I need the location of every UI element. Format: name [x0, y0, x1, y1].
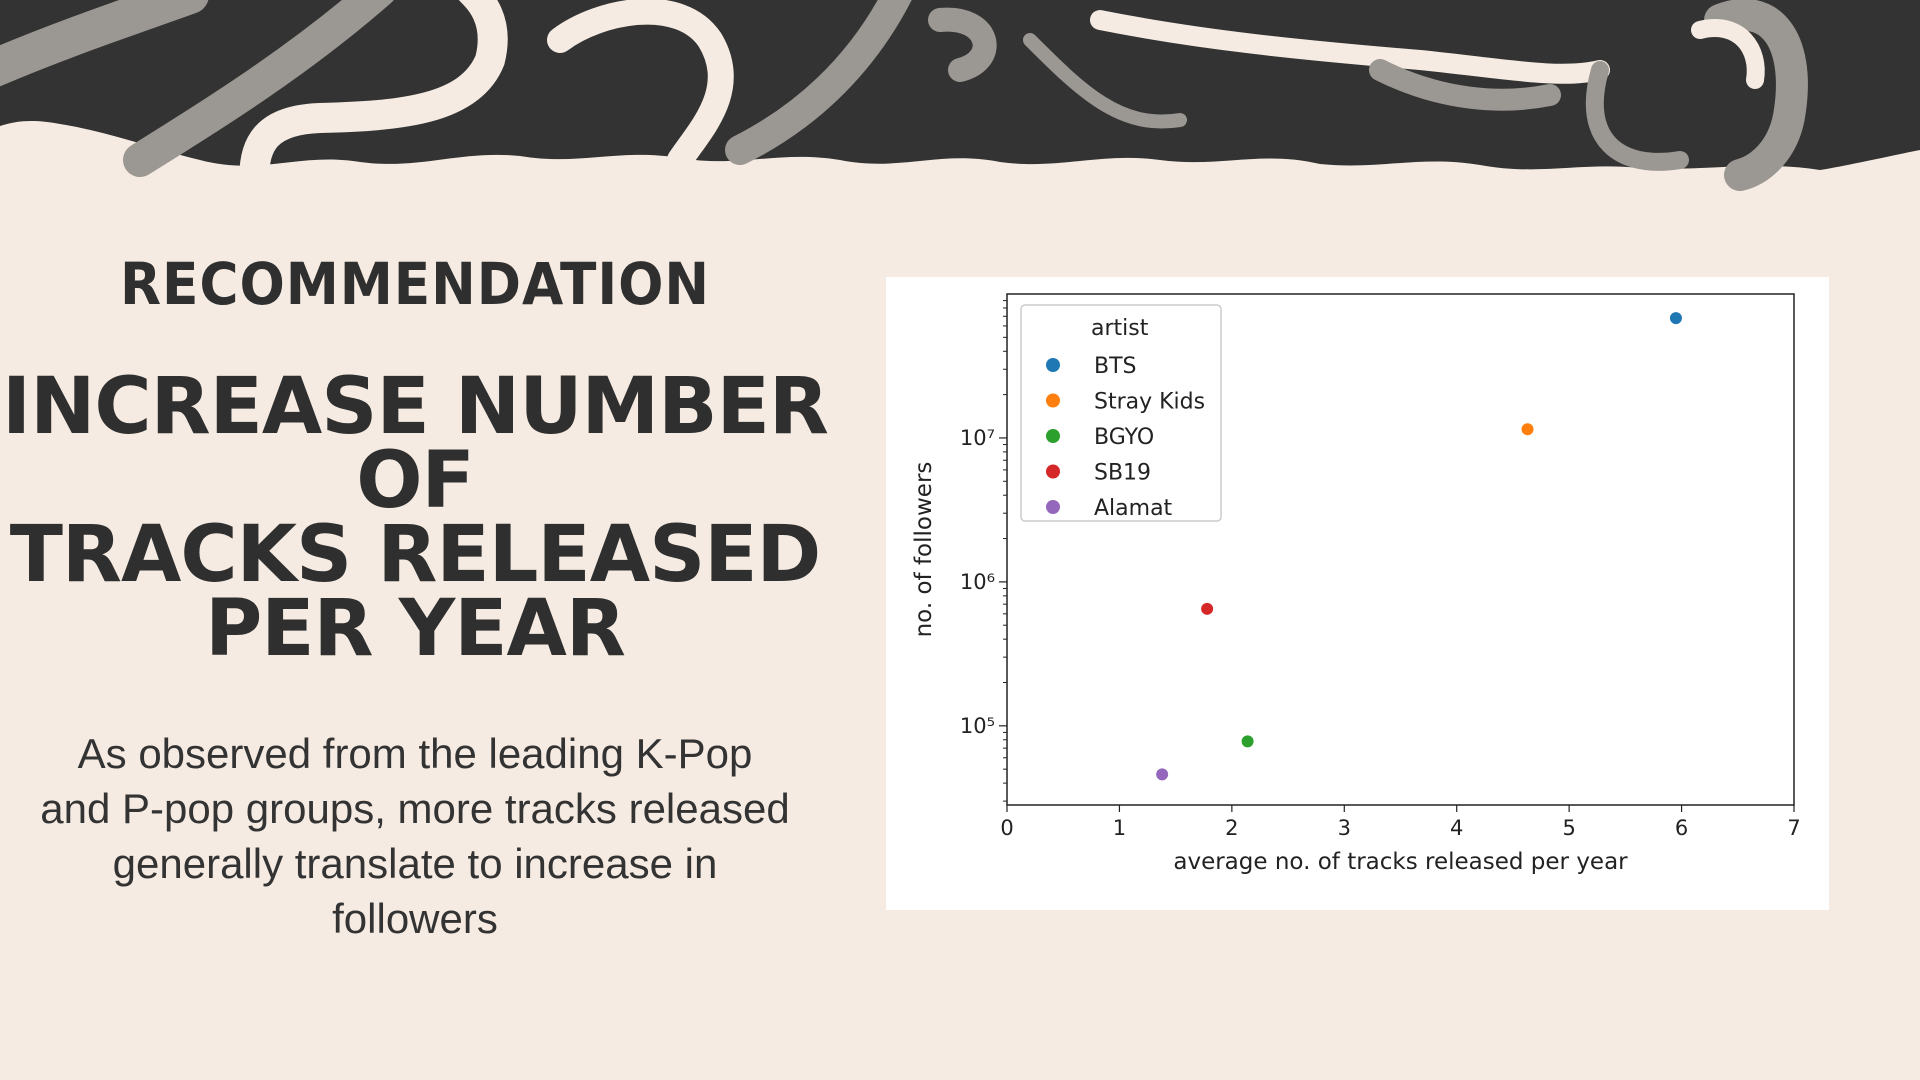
x-tick-label: 4: [1450, 816, 1463, 840]
followers-scatter-plot: 0 1 2 3 4 5 6 7 10⁵ 10⁶ 10⁷ average no. of tracks r…: [911, 293, 1801, 875]
legend-marker-bts: [1046, 358, 1060, 372]
recommendation-panel: RECOMMENDATION INCREASE NUMBER OF TRACKS…: [0, 250, 830, 946]
decorative-brush-banner: [0, 0, 1920, 200]
x-tick-label: 3: [1338, 816, 1351, 840]
point-stray-kids: [1521, 423, 1534, 436]
point-alamat: [1156, 768, 1169, 781]
plot-frame: [1006, 293, 1795, 806]
point-bgyo: [1241, 735, 1254, 748]
banner-brush-strokes: [0, 0, 1808, 200]
headline-line-1: INCREASE NUMBER OF: [2, 362, 829, 526]
y-tick-label: 10⁷: [960, 426, 995, 450]
y-tick-label: 10⁶: [960, 570, 995, 594]
headline: INCREASE NUMBER OF TRACKS RELEASED PER Y…: [0, 362, 830, 674]
x-tick-label: 1: [1113, 816, 1126, 840]
legend-marker-bgyo: [1046, 429, 1060, 443]
x-tick-label: 6: [1675, 816, 1688, 840]
legend-label-alamat: Alamat: [1094, 496, 1173, 521]
y-tick-label: 10⁵: [960, 714, 995, 738]
legend-label-sb19: SB19: [1094, 461, 1151, 486]
recommendation-label: RECOMMENDATION: [120, 250, 710, 318]
supporting-text: As observed from the leading K-Pop and P…: [40, 730, 790, 942]
chart-card: 0 1 2 3 4 5 6 7 10⁵ 10⁶ 10⁷ average no. of tracks r…: [886, 277, 1829, 910]
legend-box: [1020, 304, 1222, 522]
legend-marker-alamat: [1046, 500, 1060, 514]
legend-label-stray-kids: Stray Kids: [1094, 390, 1205, 415]
point-bts: [1669, 312, 1682, 325]
headline-line-3: PER YEAR: [205, 584, 626, 674]
point-sb19: [1201, 602, 1214, 615]
x-tick-label: 5: [1562, 816, 1575, 840]
legend-title: artist: [1091, 316, 1149, 341]
x-tick-label: 2: [1225, 816, 1238, 840]
legend-marker-stray-kids: [1046, 393, 1060, 408]
x-tick-label: 7: [1787, 816, 1800, 840]
headline-line-2: TRACKS RELEASED: [9, 510, 822, 600]
legend-label-bgyo: BGYO: [1094, 425, 1154, 450]
y-axis-label: no. of followers: [911, 462, 937, 638]
x-tick-label: 0: [1000, 816, 1013, 840]
x-axis-label: average no. of tracks released per year: [1173, 849, 1628, 875]
legend-marker-sb19: [1046, 464, 1060, 479]
legend-label-bts: BTS: [1094, 354, 1137, 379]
